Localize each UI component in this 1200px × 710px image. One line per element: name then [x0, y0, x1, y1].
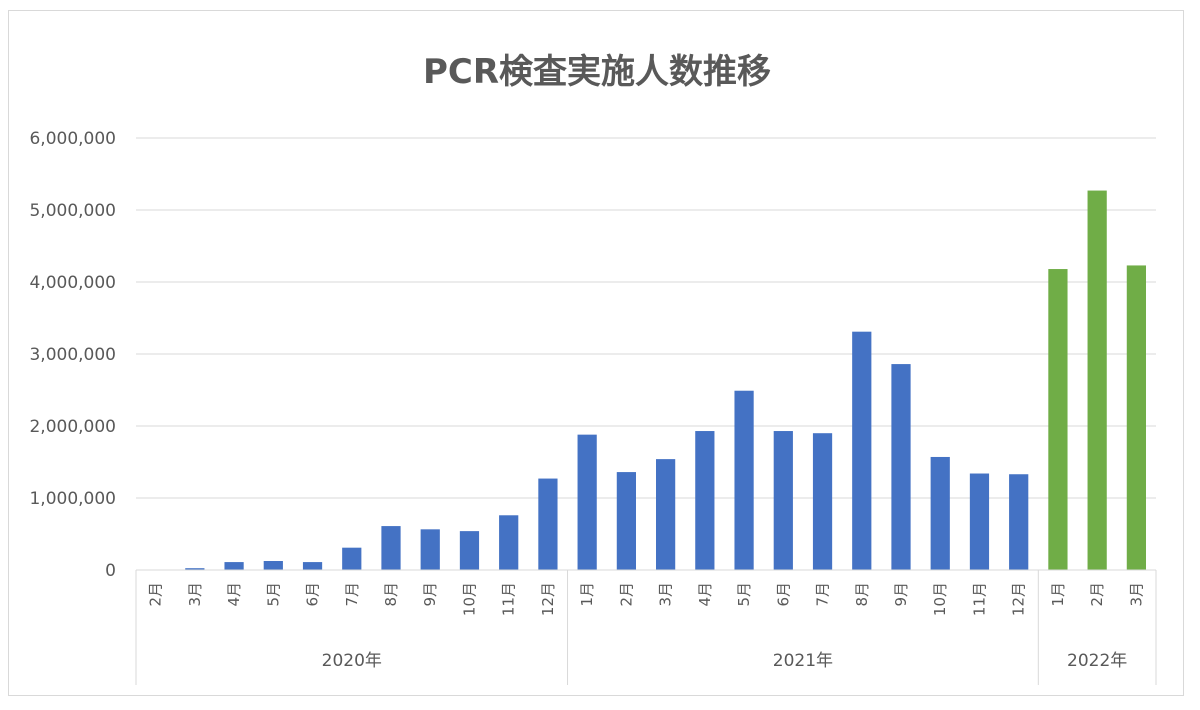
x-tick-label: 6月	[304, 582, 322, 607]
bar	[185, 568, 205, 570]
bars	[146, 190, 1146, 570]
x-tick-label: 2月	[1088, 582, 1106, 607]
x-tick-label: 2月	[147, 582, 165, 607]
bar	[852, 331, 872, 570]
y-tick-label: 5,000,000	[29, 201, 116, 221]
bar	[734, 390, 754, 570]
bar	[499, 515, 519, 570]
x-tick-label: 2月	[617, 582, 635, 607]
bar	[1009, 474, 1029, 570]
group-label: 2021年	[773, 651, 833, 671]
x-tick-label: 7月	[343, 582, 361, 607]
bar	[773, 431, 793, 570]
x-tick-label: 4月	[225, 582, 243, 607]
y-tick-label: 0	[105, 561, 116, 581]
bar	[381, 526, 401, 570]
y-tick-label: 3,000,000	[29, 345, 116, 365]
bar	[342, 547, 362, 570]
bar	[538, 478, 558, 570]
bar	[616, 472, 636, 570]
bar	[459, 531, 480, 570]
bar	[420, 529, 440, 570]
bar	[224, 562, 244, 570]
bar	[656, 459, 676, 570]
x-tick-label: 1月	[1049, 582, 1067, 607]
group-label: 2022年	[1067, 651, 1127, 671]
chart-frame: PCR検査実施人数推移 0 1,000,000 2,000,000 3,000,000…	[8, 10, 1184, 696]
x-tick-label: 3月	[186, 582, 204, 607]
x-tick-label: 12月	[539, 582, 557, 616]
x-tick-label: 8月	[853, 582, 871, 607]
bar	[930, 456, 950, 570]
bar	[1048, 269, 1068, 570]
bar	[302, 562, 323, 570]
x-tick-label: 3月	[657, 582, 675, 607]
pcr-chart: PCR検査実施人数推移 0 1,000,000 2,000,000 3,000,000…	[29, 52, 1157, 685]
y-tick-label: 6,000,000	[29, 129, 116, 149]
category-axis: 2月 3月 4月 5月 6月 7月 8月 9月 10月 11月 12月 1月 2月 3月 4月 5月 6月 7月 8…	[135, 569, 1157, 685]
x-tick-label: 8月	[382, 582, 400, 607]
bar	[969, 473, 990, 570]
group-label: 2020年	[322, 651, 382, 671]
x-tick-label: 11月	[500, 582, 518, 616]
x-tick-label: 4月	[696, 582, 714, 607]
bar	[1087, 190, 1107, 570]
x-tick-label: 9月	[892, 582, 910, 607]
bar	[577, 434, 597, 570]
gridlines: 0 1,000,000 2,000,000 3,000,000 4,000,000 5,0…	[29, 129, 1156, 581]
y-tick-label: 1,000,000	[29, 489, 116, 509]
y-tick-label: 4,000,000	[29, 273, 116, 293]
x-tick-label: 6月	[774, 582, 792, 607]
x-tick-label: 1月	[578, 582, 596, 607]
x-tick-label: 7月	[814, 582, 832, 607]
bar	[891, 364, 911, 570]
bar	[812, 433, 833, 570]
bar	[263, 561, 283, 570]
bar	[695, 431, 715, 570]
x-tick-label: 10月	[460, 582, 478, 616]
x-tick-label: 5月	[264, 582, 282, 607]
x-tick-label: 9月	[421, 582, 439, 607]
x-tick-label: 10月	[931, 582, 949, 616]
chart-title: PCR検査実施人数推移	[423, 52, 771, 92]
x-tick-label: 3月	[1127, 582, 1145, 607]
bar	[1126, 265, 1146, 570]
x-tick-label: 12月	[1010, 582, 1028, 616]
x-tick-label: 11月	[970, 582, 988, 616]
y-tick-label: 2,000,000	[29, 417, 116, 437]
x-tick-label: 5月	[735, 582, 753, 607]
